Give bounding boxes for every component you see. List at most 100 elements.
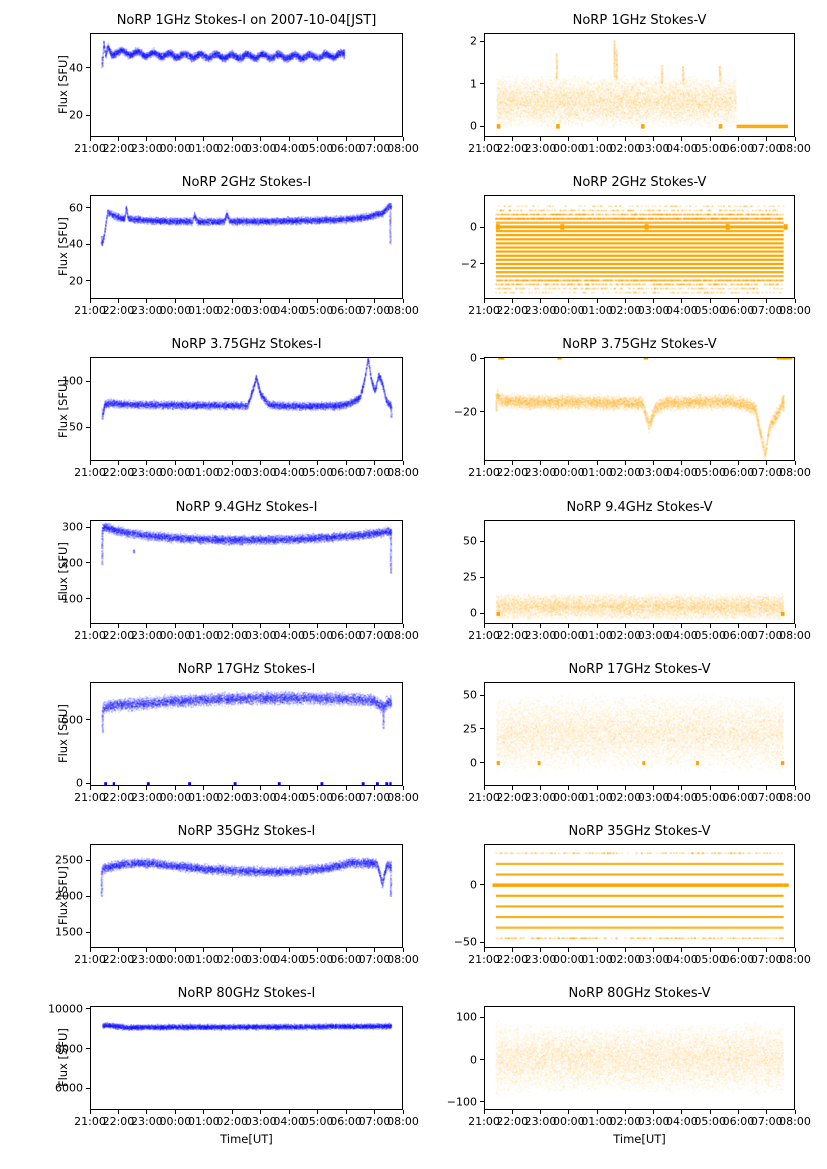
x-tick-mark — [511, 785, 513, 790]
plot-norp-2ghz-stokes-v — [484, 195, 795, 300]
x-tick-mark — [260, 947, 262, 952]
x-tick-mark — [203, 461, 205, 466]
x-tick-label: 08:00 — [387, 142, 419, 155]
x-tick-mark — [231, 947, 233, 952]
x-tick-mark — [511, 299, 513, 304]
x-tick-label: 21:00 — [74, 304, 106, 318]
x-tick-mark — [568, 947, 570, 952]
x-tick-mark — [483, 785, 485, 790]
x-tick-mark — [681, 461, 683, 466]
x-tick-label: 06:00 — [722, 466, 755, 480]
x-tick-label: 03:00 — [637, 628, 670, 642]
y-tick-mark — [479, 357, 484, 359]
x-tick-mark — [794, 299, 796, 304]
x-tick-mark — [766, 299, 768, 304]
x-tick-label: 01:00 — [187, 304, 220, 318]
x-tick-mark — [653, 299, 655, 304]
x-tick-mark — [402, 947, 404, 952]
y-tick-mark — [85, 67, 90, 69]
x-tick-mark — [117, 623, 119, 628]
x-tick-label: 08:00 — [779, 628, 811, 642]
y-tick-mark — [479, 728, 484, 730]
x-tick-mark — [709, 1110, 711, 1115]
x-tick-mark — [117, 785, 119, 790]
x-tick-mark — [345, 299, 347, 304]
y-tick-label: 300 — [62, 520, 83, 534]
y-tick-mark — [85, 114, 90, 116]
y-tick-mark — [479, 263, 484, 265]
x-tick-mark — [596, 137, 598, 141]
x-tick-mark — [596, 785, 598, 790]
y-tick-label: 2 — [470, 34, 477, 48]
x-tick-mark — [288, 461, 290, 466]
y-tick-mark — [479, 576, 484, 578]
y-tick-mark — [479, 1101, 484, 1103]
x-tick-mark — [146, 461, 148, 466]
x-tick-mark — [203, 623, 205, 628]
x-tick-label: 02:00 — [609, 1115, 642, 1129]
subplot-title: NoRP 17GHz Stokes-V — [568, 661, 711, 677]
y-tick-mark — [479, 125, 484, 127]
y-tick-mark — [85, 280, 90, 282]
y-tick-mark — [85, 1087, 90, 1089]
y-tick-label: 10000 — [48, 1002, 83, 1016]
x-tick-label: 01:00 — [581, 304, 613, 318]
x-tick-mark — [288, 137, 290, 141]
subplot-title: NoRP 1GHz Stokes-I on 2007-10-04[JST] — [116, 13, 377, 28]
x-tick-mark — [117, 947, 119, 952]
x-tick-label: 08:00 — [779, 304, 811, 318]
x-tick-mark — [511, 947, 513, 952]
x-tick-mark — [766, 1110, 768, 1115]
x-tick-mark — [709, 299, 711, 304]
x-tick-label: 23:00 — [131, 142, 163, 155]
x-tick-mark — [231, 299, 233, 304]
x-tick-mark — [89, 785, 91, 790]
x-tick-label: 21:00 — [74, 142, 106, 155]
x-tick-mark — [511, 623, 513, 628]
y-tick-mark — [85, 1008, 90, 1010]
x-tick-mark — [89, 1110, 91, 1115]
x-tick-label: 05:00 — [301, 304, 334, 318]
x-tick-label: 04:00 — [666, 628, 698, 642]
x-tick-mark — [203, 947, 205, 952]
x-tick-mark — [317, 947, 319, 952]
x-tick-label: 08:00 — [387, 1115, 419, 1129]
x-tick-mark — [374, 137, 376, 141]
plot-norp-3-75ghz-stokes-v — [484, 357, 795, 462]
x-tick-label: 06:00 — [330, 304, 362, 318]
x-tick-label: 04:00 — [666, 1115, 698, 1129]
x-tick-mark — [540, 299, 542, 304]
x-tick-label: 04:00 — [273, 304, 306, 318]
x-tick-mark — [483, 461, 485, 466]
x-tick-mark — [766, 461, 768, 466]
y-tick-mark — [479, 762, 484, 764]
axes-box — [90, 519, 403, 624]
x-tick-mark — [117, 461, 119, 466]
x-tick-label: 22:00 — [496, 1115, 529, 1129]
x-tick-mark — [568, 137, 570, 141]
plot-norp-80ghz-stokes-i — [90, 1006, 403, 1111]
x-tick-label: 22:00 — [102, 142, 135, 155]
y-axis-label: Flux [SFU] — [56, 542, 70, 601]
x-tick-mark — [345, 785, 347, 790]
x-tick-label: 07:00 — [358, 952, 391, 966]
y-tick-mark — [85, 426, 90, 428]
x-tick-label: 03:00 — [637, 466, 670, 480]
x-tick-label: 03:00 — [244, 466, 277, 480]
x-tick-mark — [540, 623, 542, 628]
y-tick-label: 50 — [463, 688, 477, 702]
plot-norp-17ghz-stokes-i — [90, 681, 403, 786]
x-tick-label: 04:00 — [666, 952, 698, 966]
x-tick-label: 23:00 — [131, 952, 163, 966]
x-tick-mark — [653, 785, 655, 790]
x-tick-label: 06:00 — [722, 304, 755, 318]
x-tick-label: 23:00 — [524, 142, 557, 155]
x-tick-mark — [345, 137, 347, 141]
x-tick-mark — [709, 785, 711, 790]
x-tick-label: 00:00 — [159, 952, 192, 966]
y-tick-label: 40 — [69, 61, 83, 75]
x-tick-mark — [483, 947, 485, 952]
x-tick-label: 07:00 — [358, 628, 391, 642]
plot-norp-35ghz-stokes-v — [484, 843, 795, 948]
x-tick-label: 03:00 — [244, 952, 277, 966]
